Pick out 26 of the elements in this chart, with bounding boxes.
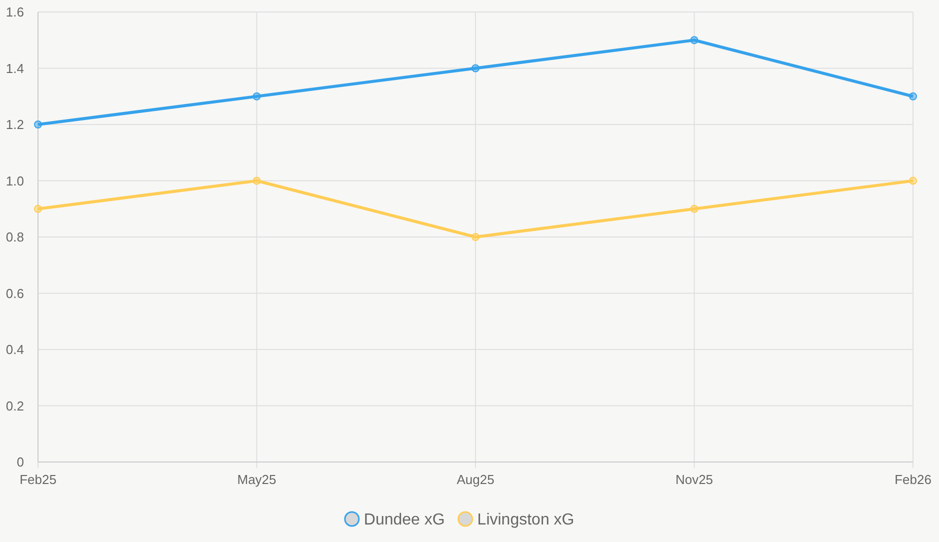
y-tick-label: 1.4	[6, 60, 24, 76]
point	[252, 92, 261, 100]
y-tick-label: 0	[16, 454, 24, 470]
y-tick-label: 1.2	[6, 117, 24, 132]
x-tick-label: Nov25	[675, 472, 714, 487]
legend-label: Dundee xG	[364, 512, 445, 529]
y-tick-label: 1.0	[6, 173, 24, 188]
point	[252, 176, 261, 185]
x-tick-label: Feb26	[894, 472, 932, 487]
y-tick-label: 0.6	[6, 286, 24, 301]
point	[690, 36, 698, 44]
x-tick-label: May25	[237, 472, 276, 487]
point	[472, 64, 480, 72]
y-tick-label: 0.8	[6, 230, 24, 245]
point	[909, 92, 917, 100]
point	[909, 176, 917, 185]
y-tick-label: 0.2	[6, 398, 24, 414]
legend-label: Livingston xG	[477, 512, 574, 529]
point	[472, 233, 480, 241]
x-tick-label: Feb25	[20, 472, 56, 487]
point	[34, 120, 42, 128]
y-tick-label: 1.6	[6, 4, 24, 20]
x-tick-label: Aug25	[456, 472, 494, 487]
y-tick-label: 0.4	[6, 342, 24, 358]
point	[34, 204, 42, 213]
point	[690, 204, 698, 213]
